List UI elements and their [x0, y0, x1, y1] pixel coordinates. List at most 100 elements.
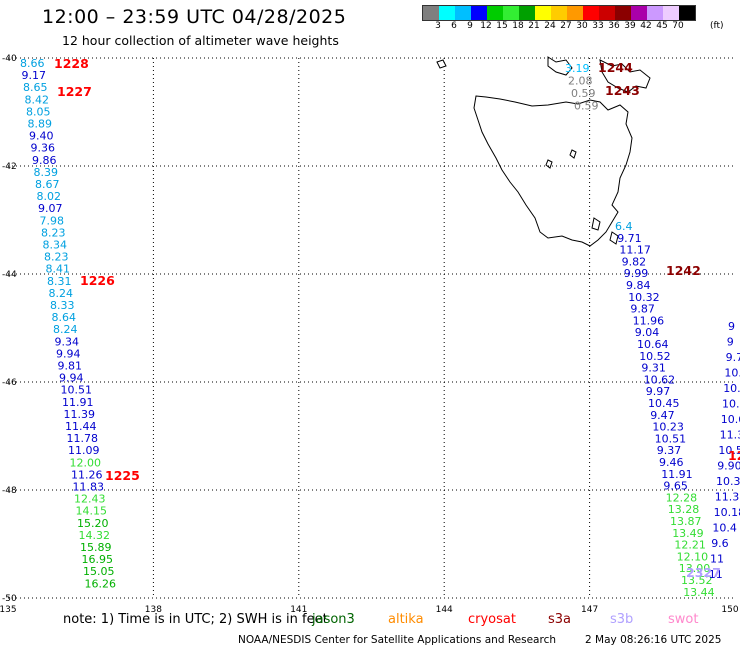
- colorbar-tick-label: 70: [672, 21, 684, 31]
- colorbar-swatch: [663, 6, 679, 20]
- wave-height-value: 12.28: [666, 491, 698, 504]
- wave-height-value: 8.66: [20, 57, 45, 70]
- colorbar-unit: (ft): [710, 21, 724, 31]
- latitude-tick-label: -50: [2, 594, 17, 604]
- wave-height-value: 13.44: [683, 586, 715, 599]
- wave-height-value: 9.71: [617, 232, 642, 245]
- wave-height-value: 10.32: [628, 291, 660, 304]
- colorbar-tick-label: 33: [592, 21, 604, 31]
- wave-height-value: 9.7: [726, 351, 740, 364]
- latitude-tick-label: -46: [2, 378, 17, 388]
- wave-height-value: 9.34: [55, 335, 80, 348]
- colorbar-swatch: [599, 6, 615, 20]
- colorbar-tick-label: 36: [608, 21, 620, 31]
- wave-height-value: 11.91: [661, 468, 693, 481]
- wave-height-value: 13.52: [681, 574, 713, 587]
- wave-height-value: 9.84: [626, 279, 651, 292]
- wave-height-value: 3.19: [565, 62, 590, 75]
- wave-height-value: 13.28: [668, 503, 700, 516]
- credit-text: NOAA/NESDIS Center for Satellite Applica…: [238, 634, 556, 646]
- wave-height-value: 10.18: [714, 506, 740, 519]
- wave-height-value: 10.51: [61, 384, 93, 397]
- wave-height-value: 7.98: [40, 214, 65, 227]
- wave-height-value: 0.59: [574, 100, 599, 113]
- graticule-grid: [8, 57, 735, 599]
- wave-height-value: 9.04: [635, 326, 660, 339]
- wave-height-value: 9.65: [663, 480, 688, 493]
- colorbar-swatch: [423, 6, 439, 20]
- wave-height-colorbar: [422, 5, 696, 21]
- colorbar-tick-label: 18: [512, 21, 524, 31]
- wave-height-value: 0.59: [571, 87, 596, 100]
- wave-height-value: 9.94: [59, 372, 84, 385]
- pass-label: 12: [728, 448, 740, 463]
- pass-label: 1226: [80, 273, 115, 288]
- wave-height-value: 13.87: [670, 515, 702, 528]
- wave-height-value: 15.20: [77, 517, 109, 530]
- wave-height-value: 11.91: [62, 396, 94, 409]
- wave-height-value: 11: [710, 553, 724, 566]
- wave-height-value: 12.21: [674, 539, 706, 552]
- pass-label: 1242: [666, 263, 701, 278]
- wave-height-value: 12.00: [70, 456, 102, 469]
- legend-item-s3b: s3b: [610, 612, 634, 627]
- colorbar-swatch: [535, 6, 551, 20]
- colorbar-tick-label: 3: [435, 21, 441, 31]
- colorbar-tick-label: 42: [640, 21, 652, 31]
- wave-height-value: 13.49: [672, 527, 704, 540]
- colorbar-tick-label: 39: [624, 21, 636, 31]
- legend-item-altika: altika: [388, 612, 424, 627]
- wave-height-value: 9.47: [650, 409, 675, 422]
- wave-height-value: 2.08: [568, 75, 593, 88]
- wave-height-value: 11.83: [73, 481, 105, 494]
- colorbar-swatch: [567, 6, 583, 20]
- colorbar-tick-label: 6: [451, 21, 457, 31]
- longitude-tick-label: 144: [436, 605, 453, 615]
- pass-label: 1228: [54, 56, 89, 71]
- wave-height-value: 11.78: [67, 432, 99, 445]
- wave-height-value: 12.43: [74, 493, 106, 506]
- wave-height-value: 8.42: [25, 93, 50, 106]
- wave-height-value: 8.39: [34, 166, 59, 179]
- colorbar-swatch: [679, 6, 695, 20]
- wave-height-value: 8.67: [35, 178, 60, 191]
- wave-height-value: 10.10: [722, 398, 740, 411]
- wave-height-value: 8.33: [50, 299, 75, 312]
- colorbar-tick-label: 27: [560, 21, 572, 31]
- colorbar-tick-label: 24: [544, 21, 556, 31]
- wave-height-value: 9.6: [711, 537, 729, 550]
- wave-height-value: 9.94: [56, 347, 81, 360]
- wave-height-value: 10.4: [712, 522, 737, 535]
- wave-height-value: 11.37: [715, 491, 740, 504]
- wave-height-value: 9.90: [717, 460, 740, 473]
- legend-item-cryosat: cryosat: [468, 612, 516, 627]
- wave-height-value: 6.4: [615, 220, 633, 233]
- pass-label: 1227: [57, 84, 92, 99]
- wave-height-value: 16.95: [82, 553, 114, 566]
- wave-height-value: 9.36: [31, 142, 56, 155]
- wave-height-value: 8.23: [44, 251, 69, 264]
- colorbar-swatch: [647, 6, 663, 20]
- colorbar-swatch: [455, 6, 471, 20]
- wave-height-value: 11.44: [65, 420, 97, 433]
- wave-height-value: 10.45: [648, 397, 680, 410]
- wave-height-value: 14.15: [76, 505, 108, 518]
- wave-height-value: 11.96: [633, 314, 665, 327]
- latitude-tick-label: -42: [2, 162, 17, 172]
- colorbar-swatch: [503, 6, 519, 20]
- colorbar-swatch: [519, 6, 535, 20]
- colorbar-swatch: [615, 6, 631, 20]
- wave-height-value: 10.51: [718, 444, 740, 457]
- map-subtitle: 12 hour collection of altimeter wave hei…: [62, 33, 339, 48]
- wave-height-value: 12.10: [677, 550, 709, 563]
- wave-height-value: 13.00: [679, 562, 711, 575]
- island-outline: [591, 217, 601, 231]
- colorbar-swatch: [631, 6, 647, 20]
- wave-height-value: 9.46: [659, 456, 684, 469]
- legend-item-swot: swot: [668, 612, 699, 627]
- wave-height-value: 10.62: [644, 373, 676, 386]
- colorbar-swatch: [487, 6, 503, 20]
- colorbar-tick-label: 30: [576, 21, 588, 31]
- colorbar-tick-label: 15: [496, 21, 508, 31]
- tasmania-outline: [473, 95, 633, 247]
